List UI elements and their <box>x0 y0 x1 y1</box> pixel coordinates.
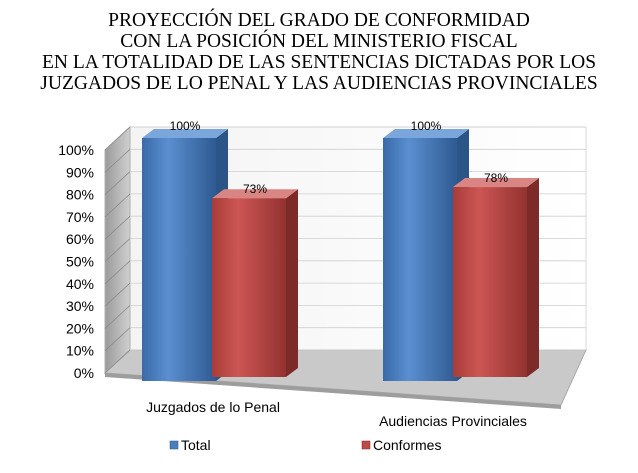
y-tick-label: 80% <box>66 187 94 203</box>
floor-edge <box>105 373 561 409</box>
legend-label: Conformes <box>373 437 441 453</box>
y-tick-label: 30% <box>66 298 94 314</box>
bar-front-face <box>383 138 457 381</box>
chart-title-line-4: JUZGADOS DE LO PENAL Y LAS AUDIENCIAS PR… <box>40 73 598 94</box>
category-label: Audiencias Provinciales <box>379 413 527 429</box>
y-tick-label: 20% <box>66 320 94 336</box>
bar-top-face <box>383 129 469 138</box>
bar-side-face <box>286 189 298 377</box>
bar-top-face <box>453 178 539 188</box>
side-gridline <box>104 238 131 262</box>
side-gridline <box>104 215 131 240</box>
side-gridline <box>104 193 131 218</box>
y-tick-label: 50% <box>66 254 94 270</box>
side-gridline <box>104 282 131 307</box>
legend-label: Total <box>181 437 211 453</box>
bar-top-face <box>212 189 298 199</box>
bar-side-face <box>527 178 539 377</box>
bar-front-face <box>453 187 527 377</box>
bar-front-face <box>212 198 286 377</box>
side-gridline <box>104 305 131 329</box>
chart-title-line-1: PROYECCIÓN DEL GRADO DE CONFORMIDAD <box>108 10 530 31</box>
bar-conformes-0: 73% <box>212 182 298 377</box>
bar-total-1: 100% <box>383 119 469 381</box>
legend-item-conformes: Conformes <box>361 437 441 453</box>
category-label: Juzgados de lo Penal <box>146 399 280 415</box>
side-gridline <box>104 149 131 173</box>
legend-swatch <box>169 440 179 450</box>
y-tick-label: 70% <box>66 209 94 225</box>
data-label: 73% <box>243 182 267 196</box>
side-gridline <box>104 327 131 351</box>
x-axis-categories: Juzgados de lo Penal Audiencias Provincia… <box>146 399 527 429</box>
bar-top-face <box>142 129 228 138</box>
legend: Total Conformes <box>169 437 441 453</box>
y-tick-label: 40% <box>66 276 94 292</box>
side-gridline <box>104 171 131 195</box>
y-tick-label: 90% <box>66 164 94 180</box>
data-label: 78% <box>484 171 508 185</box>
y-tick-label: 100% <box>58 142 94 158</box>
chart-title-line-2: CON LA POSICIÓN DEL MINISTERIO FISCAL <box>120 31 518 52</box>
data-label: 100% <box>411 119 442 133</box>
bar-conformes-1: 78% <box>453 171 539 377</box>
bar-front-face <box>142 138 216 381</box>
y-tick-label: 10% <box>66 343 94 359</box>
legend-swatch <box>361 440 371 450</box>
side-gridline <box>104 126 131 151</box>
side-gridline <box>104 260 131 285</box>
side-gridline <box>104 349 131 374</box>
bar-series: 100% 73% 100% 78% <box>142 119 539 381</box>
y-tick-label: 60% <box>66 231 94 247</box>
chart-title-line-3: EN LA TOTALIDAD DE LAS SENTENCIAS DICTAD… <box>41 52 597 73</box>
y-tick-label: 0% <box>74 365 94 381</box>
legend-item-total: Total <box>169 437 211 453</box>
y-axis-ticks: 0% 10% 20% 30% 40% 50% 60% 70% 80% 90% 100% <box>58 142 94 381</box>
data-label: 100% <box>170 119 201 133</box>
chart-title: PROYECCIÓN DEL GRADO DE CONFORMIDAD CON … <box>0 10 638 94</box>
